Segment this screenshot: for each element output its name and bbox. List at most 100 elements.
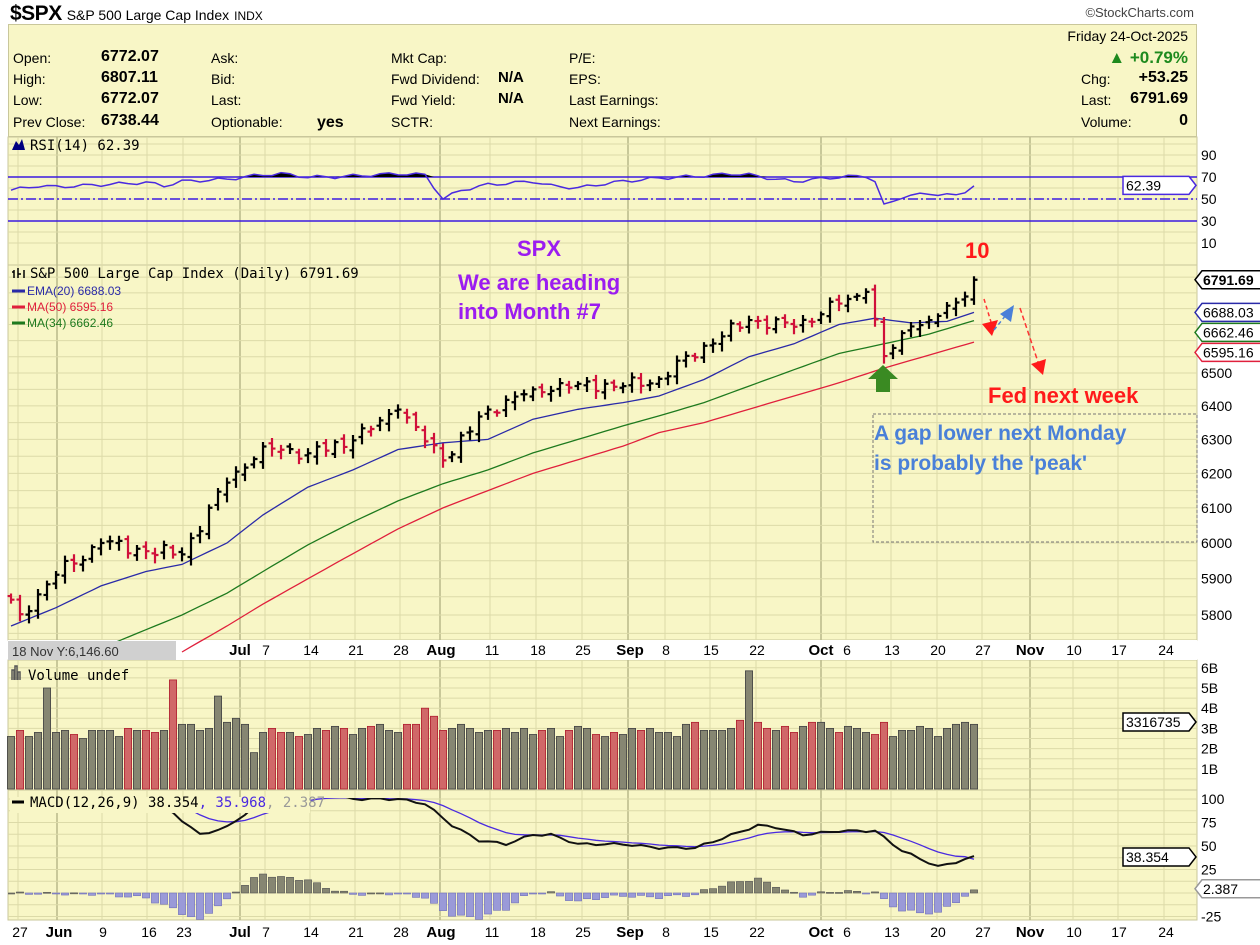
price-bar: [475, 411, 483, 443]
annotation-gap-2: is probably the 'peak': [874, 452, 1087, 475]
macd-line-value: MACD(12,26,9) 38.354: [30, 795, 199, 811]
volume-bar: [970, 723, 979, 790]
price-bar: [736, 321, 744, 332]
volume-bar: [88, 730, 97, 790]
macd-histogram-bar: [556, 892, 564, 897]
fwd-dividend-value: N/A: [498, 69, 524, 86]
volume-bar: [772, 730, 781, 790]
price-bar: [286, 443, 294, 455]
macd-histogram-bar: [34, 892, 42, 895]
macd-histogram-bar: [628, 892, 636, 898]
date-tick-label: 20: [930, 642, 946, 658]
rsi-icon: [12, 139, 25, 150]
volume-axis-label: 1B: [1201, 761, 1218, 777]
date-tick-label: 28: [393, 642, 409, 658]
volume-bar: [520, 728, 529, 790]
price-bar: [205, 504, 213, 540]
price-bar: [358, 423, 366, 445]
price-axis-label: 5900: [1201, 571, 1232, 587]
volume-bar: [438, 730, 447, 790]
macd-histogram-bar: [25, 892, 33, 895]
volume-bar: [456, 723, 465, 790]
macd-histogram-bar: [682, 892, 690, 897]
price-bar: [826, 297, 834, 323]
date-tick-label: Oct: [808, 642, 833, 659]
macd-histogram-bar: [538, 892, 546, 895]
volume-bar: [348, 734, 357, 790]
volume-bar: [610, 732, 619, 790]
price-bar: [574, 381, 582, 391]
macd-histogram-bar: [412, 892, 420, 898]
sctr-label: SCTR:: [391, 114, 433, 130]
green-up-arrow-icon: [868, 365, 898, 392]
volume-bar: [339, 728, 348, 790]
price-bar: [340, 434, 348, 454]
price-bar: [115, 535, 123, 551]
ema20-legend: EMA(20) 6688.03: [27, 284, 121, 298]
symbol: $SPX: [10, 2, 62, 25]
exchange: INDX: [234, 9, 263, 23]
ask-label: Ask:: [211, 50, 239, 66]
price-bar: [727, 319, 735, 342]
volume-bar: [465, 728, 474, 790]
macd-histogram-bar: [160, 892, 168, 905]
macd-histogram-bar: [8, 892, 15, 895]
macd-histogram-bar: [466, 892, 474, 917]
macd-histogram-bar: [205, 892, 213, 914]
macd-histogram-bar: [529, 892, 537, 895]
next-earnings-label: Next Earnings:: [569, 114, 661, 130]
volume-bar: [52, 732, 61, 790]
macd-histogram-bar: [502, 892, 510, 911]
volume-bar: [43, 687, 52, 790]
macd-value-tag: 38.354: [1122, 847, 1197, 867]
ema20-line: [10, 311, 975, 627]
price-axis-label: 6300: [1201, 431, 1232, 447]
date-tick-label: 18: [530, 924, 546, 940]
macd-histogram-bar: [583, 892, 591, 900]
price-bar: [169, 544, 177, 559]
price-bar: [43, 580, 51, 601]
macd-histogram-bar: [637, 892, 645, 896]
volume-bar: [592, 734, 601, 790]
macd-histogram-bar: [358, 892, 366, 896]
macd-histogram-bar: [178, 892, 186, 915]
volume-bar: [402, 723, 411, 790]
price-bar: [961, 291, 969, 307]
volume-bar: [186, 723, 195, 790]
macd-histogram-bar: [304, 879, 312, 894]
date-tick-label: 23: [176, 924, 192, 940]
date-tick-label: 25: [575, 924, 591, 940]
macd-histogram-bar: [16, 891, 24, 894]
macd-histogram-bar: [259, 873, 267, 894]
date-tick-label: 10: [1066, 642, 1082, 658]
price-bar: [241, 463, 249, 482]
macd-histogram-bar: [655, 892, 663, 899]
open-value: 6772.07: [101, 48, 159, 65]
last-earnings-label: Last Earnings:: [569, 92, 659, 108]
volume-bar: [817, 721, 826, 790]
date-tick-label: Jul: [229, 642, 251, 659]
price-bar: [583, 377, 591, 393]
macd-histogram-bar: [322, 888, 330, 894]
date-tick-label: 9: [99, 924, 107, 940]
volume-bar: [547, 728, 556, 790]
volume-bar: [826, 728, 835, 790]
annotation-gap-1: A gap lower next Monday: [874, 422, 1127, 445]
quote-date: Friday 24-Oct-2025: [1067, 28, 1188, 44]
macd-hist-value: , 2.387: [266, 795, 325, 811]
volume-bar: [916, 725, 925, 790]
rsi-line: [10, 171, 975, 205]
price-axis-label: 6000: [1201, 535, 1232, 551]
volume-bar: [132, 730, 141, 790]
price-bar: [682, 351, 690, 368]
price-bar: [898, 330, 906, 355]
macd-histogram-bar: [79, 892, 87, 895]
chg-label: Chg:: [1081, 71, 1111, 87]
price-bar: [520, 389, 528, 402]
macd-histogram-bar: [736, 881, 744, 894]
macd-histogram-bar: [799, 892, 807, 898]
bid-label: Bid:: [211, 71, 236, 87]
brand-link[interactable]: ©StockCharts.com: [1085, 5, 1194, 20]
volume-bar: [754, 721, 763, 790]
